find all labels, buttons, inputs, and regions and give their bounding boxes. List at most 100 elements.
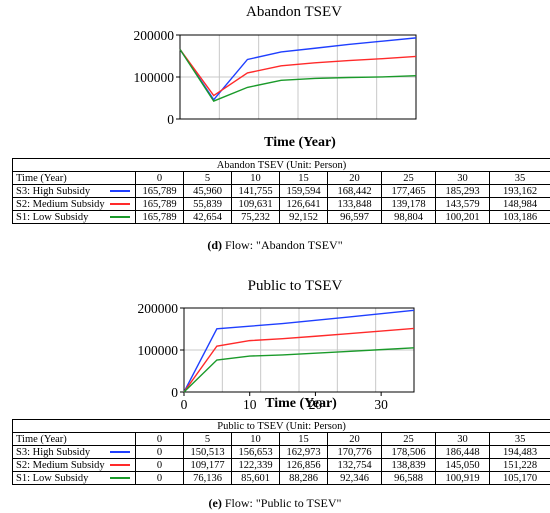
table-cell: 96,597 [327, 210, 382, 224]
caption-letter: (e) [208, 496, 222, 510]
x-axis-label: Time (Year) [265, 396, 337, 411]
header-cell-year: 5 [183, 432, 232, 446]
table-cell: 126,856 [279, 458, 328, 472]
table-cell: 92,346 [327, 471, 382, 485]
legend-swatch [110, 216, 130, 218]
table-cell: 143,579 [435, 197, 490, 211]
x-tick-label: 0 [181, 397, 188, 412]
y-tick-label: 100000 [138, 343, 179, 358]
y-tick-label: 100000 [134, 70, 175, 85]
series-line [183, 309, 415, 393]
y-tick-label: 200000 [134, 28, 175, 43]
table-row: S3: High Subsidy 165,789 45,960 141,755 159,… [12, 184, 550, 198]
table-cell: 194,483 [488, 445, 550, 459]
table-cell: 100,201 [435, 210, 490, 224]
legend-swatch [110, 451, 130, 453]
table-cell: 55,839 [183, 197, 232, 211]
figure-panel-d: Abandon TSEV 200000 100000 0 Time (Year) Aba… [12, 4, 550, 252]
public-to-tsev-table: Public to TSEV (Unit: Person) Time (Year)… [11, 419, 550, 485]
header-cell-year: 35 [488, 432, 550, 446]
header-cell-time: Time (Year) [12, 171, 136, 185]
x-tick-label: 20 [309, 397, 323, 412]
table-cell: 92,152 [279, 210, 328, 224]
table-cell: 165,789 [135, 184, 184, 198]
table-cell: 126,641 [279, 197, 328, 211]
row-label: S3: High Subsidy [12, 184, 136, 198]
table-cell: 133,848 [327, 197, 382, 211]
header-cell-year: 15 [279, 432, 328, 446]
table-cell: 177,465 [381, 184, 436, 198]
table-caption: Public to TSEV (Unit: Person) [11, 419, 550, 433]
table-cell: 139,178 [381, 197, 436, 211]
legend-swatch [110, 464, 130, 466]
chart-title: Abandon TSEV [246, 4, 342, 20]
y-tick-label: 0 [171, 385, 178, 400]
table-row: S1: Low Subsidy 0 76,136 85,601 88,286 92,346… [12, 471, 550, 485]
table-cell: 168,442 [327, 184, 382, 198]
y-tick-label: 0 [167, 112, 174, 127]
table-caption: Abandon TSEV (Unit: Person) [12, 158, 550, 172]
header-cell-year: 5 [183, 171, 232, 185]
header-cell-year: 0 [135, 432, 184, 446]
table-cell: 141,755 [231, 184, 280, 198]
legend-swatch [110, 203, 130, 205]
table-cell: 148,984 [489, 197, 550, 211]
table-cell: 132,754 [327, 458, 382, 472]
table-row: S3: High Subsidy 0 150,513 156,653 162,973 17… [12, 445, 550, 459]
table-cell: 88,286 [279, 471, 328, 485]
table-cell: 0 [135, 471, 184, 485]
series-line [183, 347, 415, 393]
table-cell: 42,654 [183, 210, 232, 224]
row-label: S1: Low Subsidy [12, 210, 136, 224]
row-label: S2: Medium Subsidy [12, 197, 136, 211]
row-label-text: S2: Medium Subsidy [16, 198, 105, 210]
caption-letter: (d) [207, 238, 223, 252]
figure-caption-e: (e) Flow: "Public to TSEV" [0, 496, 550, 511]
table-header-row: Time (Year) 0 5 10 15 20 25 30 35 [12, 432, 550, 446]
table-cell: 138,839 [381, 458, 436, 472]
abandon-tsev-table: Abandon TSEV (Unit: Person) Time (Year) 0 5… [12, 158, 550, 224]
table-cell: 159,594 [279, 184, 328, 198]
table-cell: 76,136 [183, 471, 232, 485]
header-cell-year: 35 [489, 171, 550, 185]
row-label-text: S3: High Subsidy [16, 185, 91, 197]
table-cell: 162,973 [279, 445, 328, 459]
table-cell: 103,186 [489, 210, 550, 224]
header-cell-year: 15 [279, 171, 328, 185]
table-cell: 96,588 [381, 471, 436, 485]
table-cell: 150,513 [183, 445, 232, 459]
series-line [183, 327, 415, 393]
table-cell: 178,506 [381, 445, 436, 459]
table-row: S2: Medium Subsidy 165,789 55,839 109,631 12… [12, 197, 550, 211]
header-cell-year: 30 [435, 432, 490, 446]
row-label: S2: Medium Subsidy [12, 458, 136, 472]
caption-text: Flow: "Abandon TSEV" [222, 238, 343, 252]
header-cell-year: 10 [231, 432, 280, 446]
figure-panel-e: Public to TSEV 200000 100000 0 0 10 20 30 Time (… [0, 274, 550, 513]
table-cell: 151,228 [488, 458, 550, 472]
header-cell-year: 0 [135, 171, 184, 185]
row-label: S3: High Subsidy [12, 445, 136, 459]
abandon-tsev-chart: Abandon TSEV 200000 100000 0 Time (Year) [134, 4, 417, 150]
table-cell: 145,050 [435, 458, 490, 472]
header-cell-year: 30 [435, 171, 490, 185]
chart-title: Public to TSEV [248, 278, 343, 294]
table-cell: 75,232 [231, 210, 280, 224]
table-row: S1: Low Subsidy 165,789 42,654 75,232 92,152… [12, 210, 550, 224]
table-cell: 186,448 [435, 445, 490, 459]
row-label-text: S3: High Subsidy [16, 446, 91, 458]
caption-text: Flow: "Public to TSEV" [221, 496, 342, 510]
x-axis-label: Time (Year) [264, 135, 336, 150]
x-tick-label: 30 [374, 397, 388, 412]
table-cell: 85,601 [231, 471, 280, 485]
legend-swatch [110, 190, 130, 192]
table-cell: 0 [135, 445, 184, 459]
table-cell: 45,960 [183, 184, 232, 198]
table-cell: 170,776 [327, 445, 382, 459]
x-tick-label: 10 [243, 397, 257, 412]
table-cell: 165,789 [135, 197, 184, 211]
header-cell-time: Time (Year) [12, 432, 136, 446]
header-cell-year: 25 [381, 432, 436, 446]
table-cell: 193,162 [489, 184, 550, 198]
row-label: S1: Low Subsidy [12, 471, 136, 485]
